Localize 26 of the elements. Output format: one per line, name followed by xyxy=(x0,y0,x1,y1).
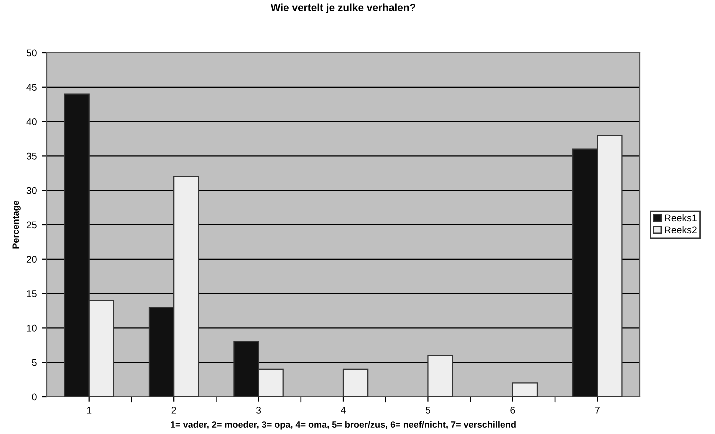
chart-title: Wie vertelt je zulke verhalen? xyxy=(270,4,416,14)
y-tick-label: 20 xyxy=(26,256,37,264)
bar xyxy=(512,382,538,397)
x-tick-label: 6 xyxy=(510,406,516,414)
x-tick-label: 5 xyxy=(426,407,431,414)
legend-label: Reeks1 xyxy=(665,214,697,222)
x-tick-label: 7 xyxy=(595,407,600,414)
y-tick-label: 35 xyxy=(26,152,37,160)
bar xyxy=(428,355,454,397)
y-tick-label: 40 xyxy=(26,118,37,126)
x-tick-label: 4 xyxy=(341,407,346,414)
bar xyxy=(342,368,369,397)
x-tick-label: 3 xyxy=(256,406,262,414)
y-tick-label: 0 xyxy=(32,394,37,401)
x-tick-label: 2 xyxy=(172,406,176,414)
y-tick-label: 5 xyxy=(32,359,37,366)
x-axis-title: 1= vader, 2= moeder, 3= opa, 4= oma, 5= broer/zus, 6= neef/nicht, 7= verschillend xyxy=(171,421,516,430)
y-tick-label: 10 xyxy=(27,324,37,332)
legend-label: Reeks2 xyxy=(665,226,697,234)
y-tick-label: 45 xyxy=(26,84,37,92)
y-tick-label: 15 xyxy=(27,290,37,298)
x-tick-label: 1 xyxy=(87,407,92,414)
y-tick-label: 50 xyxy=(26,50,37,57)
y-tick-label: 25 xyxy=(26,222,37,229)
y-axis-title: Percentage xyxy=(12,200,21,249)
y-tick-label: 30 xyxy=(26,187,37,194)
